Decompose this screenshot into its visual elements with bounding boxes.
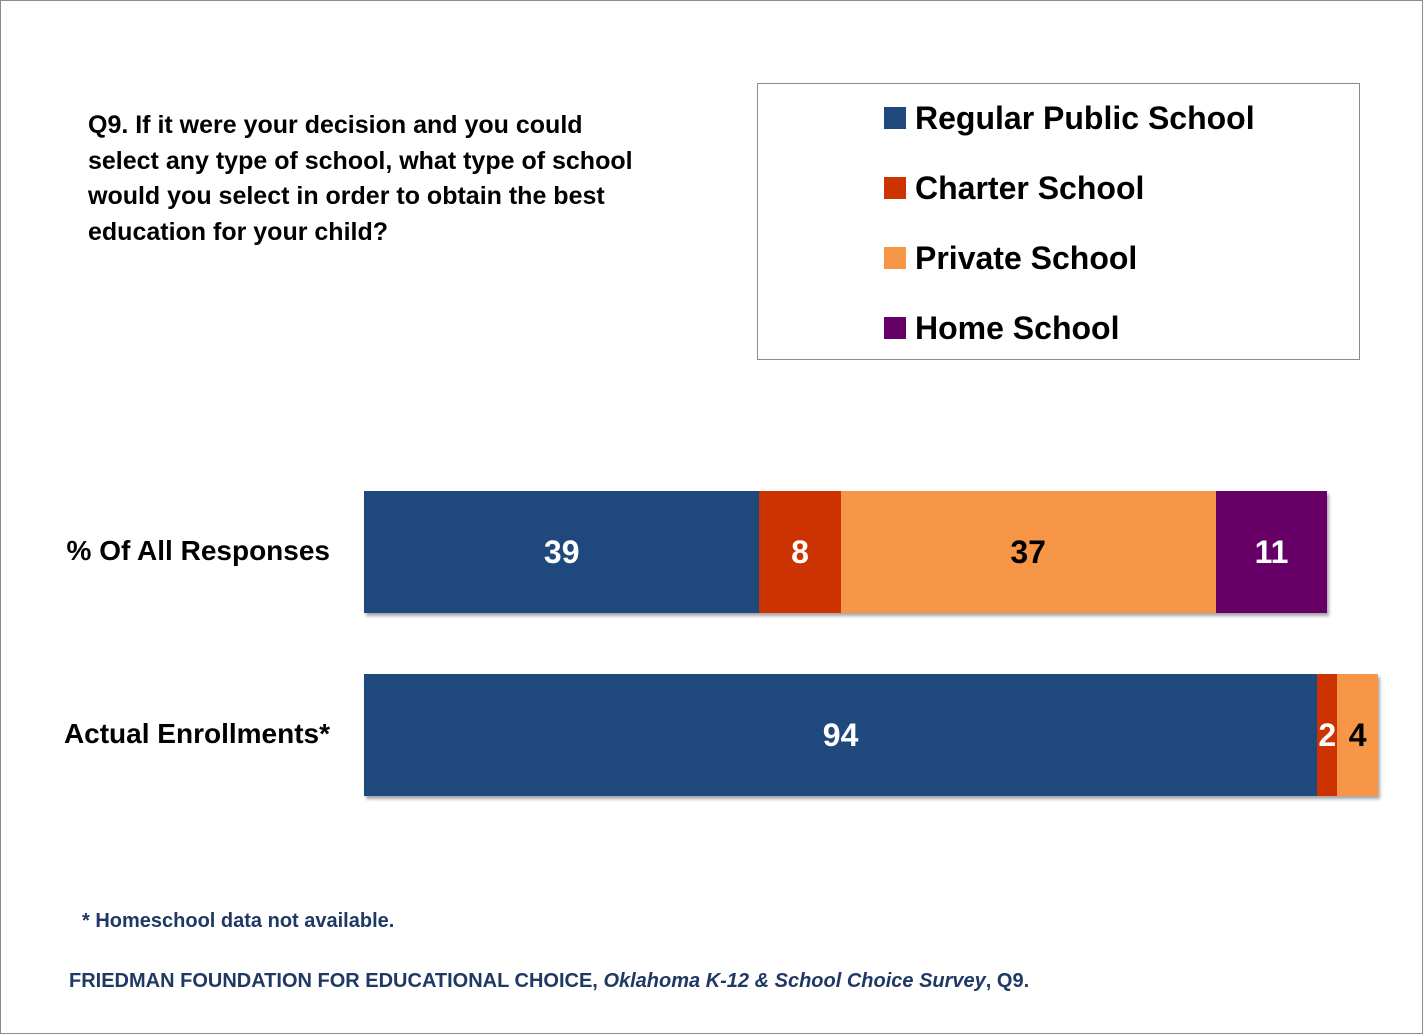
legend-item-private: Private School — [884, 238, 1137, 278]
question-text: Q9. If it were your decision and you cou… — [88, 111, 633, 246]
source-survey-title: Oklahoma K-12 & School Choice Survey — [603, 970, 986, 992]
category-label-actual-enrollments: Actual Enrollments* — [63, 718, 330, 749]
bar-segment-private-actual-enrollments: 4 — [1337, 674, 1378, 796]
legend-label-home: Home School — [915, 309, 1120, 346]
legend-swatch-regular-public — [884, 107, 906, 129]
legend-label-regular-public: Regular Public School — [915, 99, 1255, 136]
legend-item-home: Home School — [884, 308, 1119, 348]
legend-label-private: Private School — [915, 239, 1138, 276]
bar-segment-regular-public-actual-enrollments: 94 — [364, 674, 1318, 796]
source-suffix: , Q9. — [985, 970, 1030, 992]
legend-swatch-home — [884, 317, 906, 339]
legend-label-charter: Charter School — [915, 169, 1145, 206]
source-citation: FRIEDMAN FOUNDATION FOR EDUCATIONAL CHOI… — [69, 970, 1029, 993]
bar-segment-charter-actual-enrollments: 2 — [1317, 674, 1338, 796]
bar-segment-private-all-responses: 37 — [840, 491, 1216, 613]
source-org: FRIEDMAN FOUNDATION FOR EDUCATIONAL CHOI… — [69, 970, 604, 992]
legend-item-charter: Charter School — [884, 168, 1144, 208]
bar-row-all-responses: 39 8 37 11 — [364, 491, 1328, 613]
bar-segment-regular-public-all-responses: 39 — [364, 491, 760, 613]
bar-segment-charter-all-responses: 8 — [759, 491, 841, 613]
chart-legend: Regular Public School Charter School Pri… — [757, 83, 1360, 360]
footnote: * Homeschool data not available. — [82, 910, 395, 932]
bar-row-actual-enrollments: 94 2 4 — [364, 674, 1378, 796]
legend-swatch-charter — [884, 177, 906, 199]
category-label-all-responses: % Of All Responses — [66, 535, 330, 566]
legend-item-regular-public: Regular Public School — [884, 98, 1255, 138]
bar-segment-home-all-responses: 11 — [1215, 491, 1328, 613]
legend-swatch-private — [884, 247, 906, 269]
